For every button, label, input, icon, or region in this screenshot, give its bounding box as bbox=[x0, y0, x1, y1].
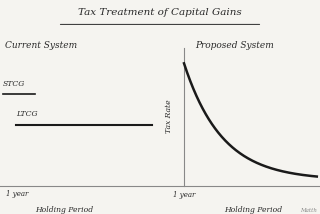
Text: Matth: Matth bbox=[300, 208, 317, 213]
Text: Tax Treatment of Capital Gains: Tax Treatment of Capital Gains bbox=[78, 8, 242, 17]
Text: Holding Period: Holding Period bbox=[35, 207, 93, 214]
Text: LTCG: LTCG bbox=[16, 110, 38, 118]
Text: Holding Period: Holding Period bbox=[224, 207, 282, 214]
Text: Tax Rate: Tax Rate bbox=[165, 99, 173, 133]
Text: STCG: STCG bbox=[3, 80, 26, 88]
Text: Current System: Current System bbox=[5, 41, 77, 50]
Text: Proposed System: Proposed System bbox=[195, 41, 274, 50]
Text: 1 year: 1 year bbox=[173, 191, 195, 199]
Text: 1 year: 1 year bbox=[6, 190, 29, 198]
